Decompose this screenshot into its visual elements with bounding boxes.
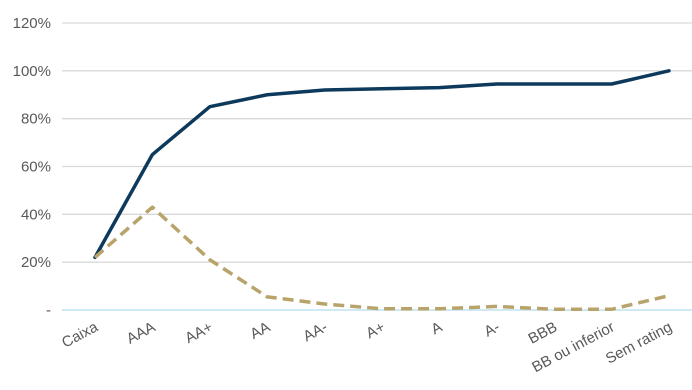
series-2-point xyxy=(381,307,384,310)
series-1-point xyxy=(438,86,441,89)
x-tick-label: AA+ xyxy=(182,318,216,347)
series-1-point xyxy=(208,105,211,108)
y-tick-label: 120% xyxy=(13,15,51,32)
series-2-point xyxy=(668,294,671,297)
series-1-point xyxy=(610,82,613,85)
grid-layer xyxy=(62,22,692,311)
series-2-point xyxy=(495,305,498,308)
series-line-2 xyxy=(93,205,670,312)
series-1-point xyxy=(381,87,384,90)
series-2-point xyxy=(94,256,97,259)
series-2-point xyxy=(208,258,211,261)
series-1-point xyxy=(151,153,154,156)
series-1-point xyxy=(668,69,671,72)
series-1-point xyxy=(266,93,269,96)
series-2-point xyxy=(266,295,269,298)
x-tick-label: BBB xyxy=(526,319,560,348)
y-tick-label: 80% xyxy=(21,111,51,128)
y-tick-label: 60% xyxy=(21,159,51,176)
x-tick-label: A xyxy=(428,319,445,339)
series-2-point xyxy=(438,307,441,310)
series-2-point xyxy=(553,308,556,311)
x-tick-label: AA- xyxy=(300,319,330,346)
x-tick-label: AAA xyxy=(124,319,158,348)
series-layer xyxy=(93,69,671,312)
series-1-point xyxy=(323,88,326,91)
x-tick-label: AA xyxy=(247,319,273,343)
series-2-point xyxy=(323,303,326,306)
series-1-point xyxy=(495,82,498,85)
x-tick-label: Caixa xyxy=(59,318,101,351)
y-tick-label: 100% xyxy=(13,63,51,80)
y-tick-label: 40% xyxy=(21,206,51,223)
series-1-point xyxy=(553,82,556,85)
x-tick-label: A+ xyxy=(363,318,388,342)
series-2-point xyxy=(610,308,613,311)
y-tick-label: 20% xyxy=(21,254,51,271)
series-2-point xyxy=(151,206,154,209)
y-tick-label: - xyxy=(46,302,51,319)
x-tick-label: A- xyxy=(481,319,502,341)
x-tick-label: Sem rating xyxy=(603,319,675,368)
series-line-1 xyxy=(93,69,671,260)
y-axis-tick-labels: - 20% 40% 60% 80% 100% 120% xyxy=(13,15,51,319)
